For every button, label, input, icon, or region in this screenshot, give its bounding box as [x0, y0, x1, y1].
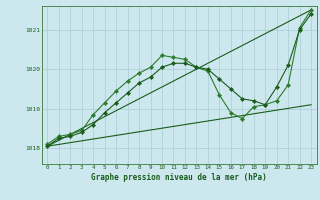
X-axis label: Graphe pression niveau de la mer (hPa): Graphe pression niveau de la mer (hPa)	[91, 173, 267, 182]
